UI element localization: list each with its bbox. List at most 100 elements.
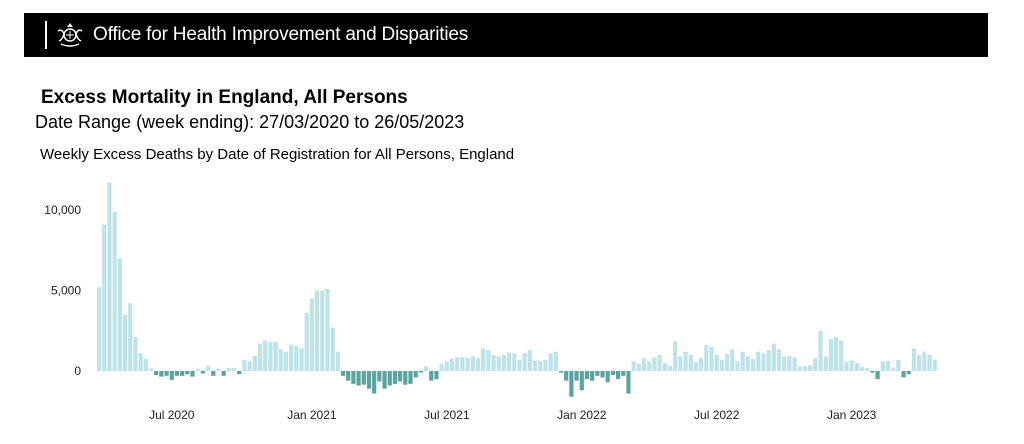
bar — [927, 354, 932, 371]
bar — [657, 354, 662, 371]
date-range: Date Range (week ending): 27/03/2020 to … — [35, 112, 465, 132]
bar — [745, 356, 750, 371]
bar — [434, 371, 439, 380]
bar — [283, 351, 289, 371]
x-tick-label: Jul 2021 — [424, 408, 470, 422]
bar — [564, 371, 569, 381]
bar — [797, 366, 802, 371]
bar — [683, 351, 688, 371]
bar — [423, 366, 429, 371]
bar — [174, 371, 180, 376]
bar — [870, 371, 875, 373]
bar — [579, 371, 584, 391]
bar — [226, 367, 231, 371]
bar — [289, 344, 294, 372]
bar — [372, 371, 377, 394]
bar — [195, 368, 200, 372]
bar — [216, 368, 221, 372]
x-tick-label: Jul 2022 — [694, 408, 740, 422]
header-divider — [45, 21, 47, 49]
bar — [455, 357, 460, 371]
bar — [304, 313, 309, 371]
bar — [859, 366, 865, 371]
bar — [600, 371, 605, 378]
bar — [351, 371, 356, 384]
bar — [413, 371, 418, 378]
bar — [548, 353, 553, 371]
bar — [501, 354, 507, 371]
bar — [346, 371, 351, 381]
bar — [148, 368, 154, 372]
bar — [496, 356, 501, 371]
bar — [756, 351, 761, 371]
bar — [631, 361, 636, 371]
x-tick-label: Jan 2023 — [827, 408, 877, 422]
bar — [558, 371, 564, 373]
bar — [730, 349, 735, 371]
bar — [273, 342, 278, 371]
bar — [242, 359, 247, 371]
bar — [590, 371, 595, 381]
bar — [138, 353, 143, 371]
bar — [154, 371, 159, 376]
bar — [761, 353, 766, 371]
bar — [932, 359, 937, 371]
bar — [102, 224, 107, 371]
bar — [813, 358, 818, 371]
bar — [382, 371, 387, 389]
x-tick-label: Jul 2020 — [149, 408, 195, 422]
bar — [818, 330, 823, 371]
bar — [880, 361, 885, 371]
bar — [294, 346, 299, 371]
bar — [652, 357, 657, 371]
chart-title: Weekly Excess Deaths by Date of Registra… — [40, 146, 515, 163]
bar — [263, 340, 268, 371]
bar — [714, 354, 719, 371]
bar — [143, 358, 148, 371]
bar — [896, 359, 901, 371]
bar — [875, 371, 880, 380]
bar — [128, 303, 133, 371]
bar — [647, 361, 652, 371]
bar — [709, 346, 714, 371]
bar — [268, 342, 273, 371]
bar — [159, 371, 164, 377]
bar-series — [97, 182, 937, 397]
bar — [465, 358, 470, 371]
bar — [885, 361, 891, 371]
bar — [584, 371, 590, 380]
bar — [849, 360, 854, 371]
bar — [802, 366, 808, 371]
bar — [699, 358, 704, 371]
bar — [735, 361, 740, 371]
bar — [771, 343, 776, 371]
bar — [626, 371, 631, 394]
bar — [408, 371, 413, 384]
bar — [429, 371, 434, 381]
bar — [475, 358, 481, 371]
bar — [180, 371, 185, 376]
bar — [854, 362, 859, 371]
y-tick-label: 10,000 — [44, 203, 81, 217]
bar — [117, 258, 122, 371]
bar — [252, 355, 257, 371]
bar — [122, 314, 128, 371]
bar — [719, 359, 724, 371]
bar — [403, 371, 408, 385]
bar — [491, 354, 496, 371]
bar — [481, 348, 486, 371]
x-tick-label: Jan 2022 — [557, 408, 607, 422]
bar — [335, 351, 340, 371]
bar — [911, 348, 917, 371]
bar — [891, 367, 896, 371]
bar — [320, 290, 325, 371]
bar — [237, 371, 242, 375]
bar — [247, 361, 252, 371]
bar — [787, 355, 792, 371]
y-axis: 0 5,000 10,000 — [44, 203, 81, 378]
bar — [190, 371, 195, 377]
bar — [470, 356, 475, 371]
bar — [366, 371, 372, 389]
bar — [449, 358, 455, 371]
bar — [808, 365, 813, 371]
